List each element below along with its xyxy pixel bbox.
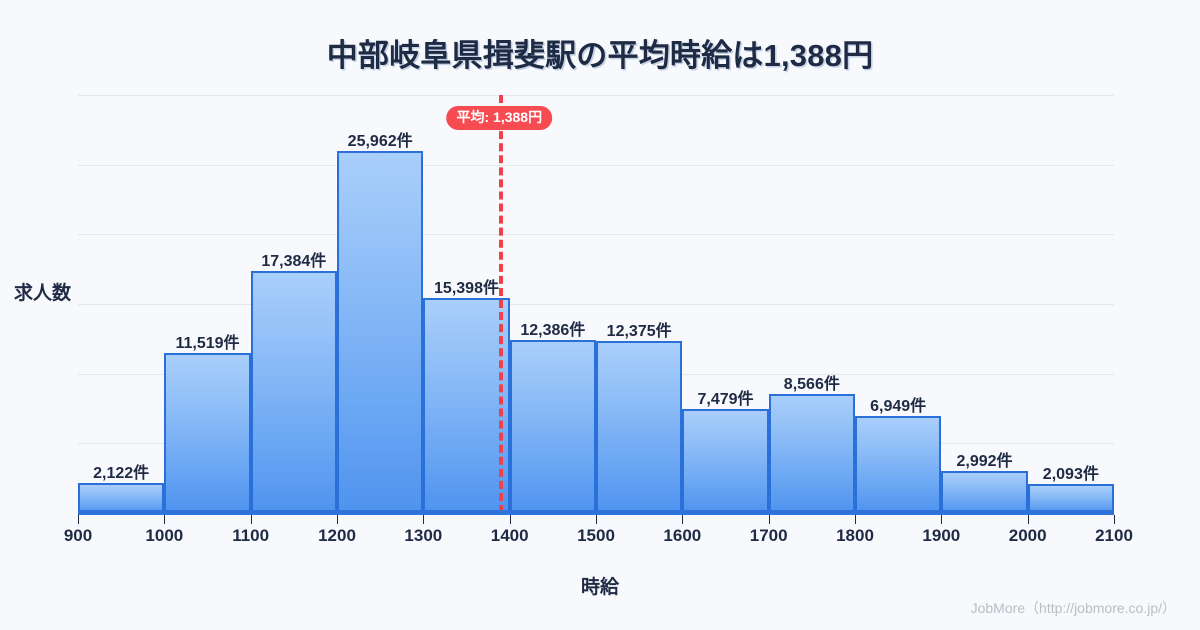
x-tick — [509, 515, 511, 524]
x-tick — [1027, 515, 1029, 524]
x-tick-label: 1300 — [404, 526, 443, 545]
x-tick-label: 1800 — [836, 526, 874, 545]
x-tick — [337, 515, 338, 524]
histogram-bar — [337, 151, 424, 513]
histogram-bar — [164, 352, 251, 513]
x-tick-label: 1000 — [145, 526, 184, 545]
x-tick — [250, 515, 252, 524]
y-axis-title: 求人数 — [14, 283, 72, 304]
x-axis-title: 時給 — [580, 577, 619, 598]
x-tick-label: 1900 — [922, 526, 961, 545]
histogram-bar — [768, 393, 855, 513]
histogram-bar — [509, 340, 596, 513]
bar-value-label: 2,093件 — [1042, 465, 1099, 483]
x-tick-label: 1200 — [318, 526, 356, 545]
bar-series: 2,122件 11,519件 17,384件 25,962件 15,398件 12,386… — [78, 95, 1114, 513]
histogram-bar — [941, 471, 1028, 513]
bar-value-label: 17,384件 — [261, 252, 327, 270]
bar-value-label: 11,519件 — [175, 334, 240, 352]
bar-value-label: 7,479件 — [697, 390, 754, 408]
x-tick — [1114, 515, 1115, 524]
x-axis — [78, 510, 1114, 515]
bar-value-label: 15,398件 — [434, 280, 499, 298]
average-line — [499, 95, 504, 513]
plot-area: 2,122件 11,519件 17,384件 25,962件 15,398件 12,386… — [78, 95, 1114, 513]
x-tick — [941, 515, 943, 524]
histogram-bar — [855, 416, 942, 513]
average-badge: 平均: 1,388円 — [446, 106, 553, 131]
histogram-bar — [596, 340, 683, 513]
x-tick-label: 1500 — [577, 526, 615, 545]
histogram-bar — [250, 270, 337, 513]
bar-value-label: 12,375件 — [606, 322, 672, 340]
x-tick-label: 2100 — [1095, 526, 1133, 545]
bar-value-label: 2,122件 — [93, 465, 150, 483]
x-tick — [78, 515, 79, 524]
x-tick-label: 2000 — [1008, 526, 1047, 545]
bar-value-label: 2,992件 — [956, 453, 1013, 471]
bar-value-label: 8,566件 — [783, 375, 840, 393]
x-tick-label: 1100 — [232, 526, 270, 545]
histogram-bar — [1027, 483, 1114, 513]
x-tick — [768, 515, 770, 524]
x-tick — [164, 515, 166, 524]
bar-value-label: 6,949件 — [870, 398, 927, 416]
x-tick — [423, 515, 425, 524]
x-tick — [855, 515, 856, 524]
x-tick-label: 900 — [63, 526, 93, 545]
bar-value-label: 12,386件 — [520, 322, 586, 340]
x-tick-label: 1700 — [749, 526, 788, 545]
footer-credit: JobMore（http://jobmore.co.jp/） — [970, 600, 1176, 616]
histogram-bar — [78, 483, 165, 513]
x-tick — [682, 515, 684, 524]
x-tick-label: 1600 — [663, 526, 702, 545]
x-tick — [596, 515, 597, 524]
x-tick-label: 1400 — [490, 526, 529, 545]
histogram-bar — [423, 298, 510, 513]
bar-value-label: 25,962件 — [347, 133, 413, 151]
histogram-bar — [682, 408, 769, 513]
page-title: 中部岐阜県揖斐駅の平均時給は1,388円 — [326, 38, 874, 73]
